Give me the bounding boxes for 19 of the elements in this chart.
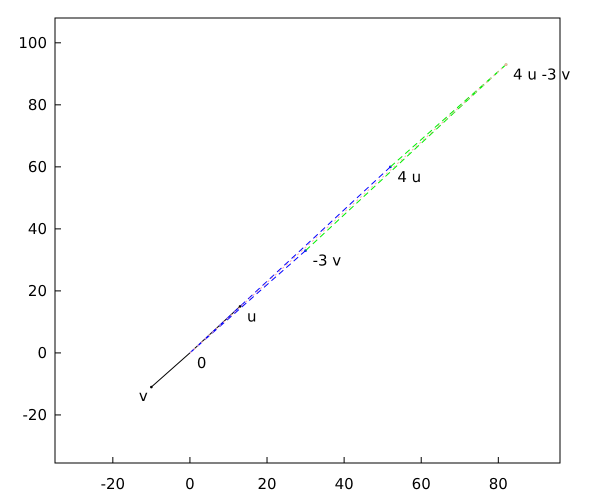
annotation: 4 u -3 v — [513, 66, 570, 84]
x-tick-label: 40 — [334, 475, 354, 493]
y-tick-label: 80 — [28, 96, 47, 114]
annotation: u — [247, 307, 257, 326]
y-tick-label: 20 — [28, 282, 47, 300]
x-tick-label: -20 — [100, 475, 126, 493]
x-tick-label: 0 — [185, 475, 195, 493]
annotation: 4 u — [397, 168, 422, 186]
x-tick-label: 20 — [257, 475, 277, 493]
y-tick-label: 100 — [18, 34, 47, 52]
y-tick-label: 40 — [28, 220, 47, 238]
y-tick-label: 60 — [28, 158, 47, 176]
annotation: -3 v — [312, 252, 342, 270]
annotation: 0 — [196, 354, 206, 372]
y-tick-label: 0 — [37, 344, 47, 362]
x-tick-label: 60 — [412, 475, 431, 493]
annotation: v — [138, 387, 148, 406]
x-tick-label: 80 — [488, 475, 508, 493]
y-tick-label: -20 — [22, 406, 47, 424]
